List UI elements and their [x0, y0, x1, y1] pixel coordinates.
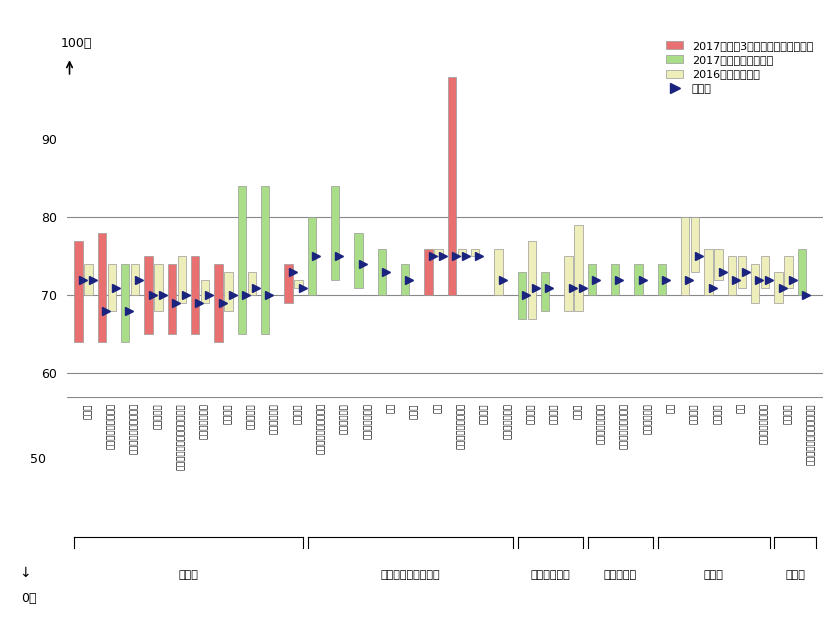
Text: サービスステーション: サービスステーション [317, 403, 326, 454]
Text: コンビニエンスストア: コンビニエンスストア [130, 403, 139, 454]
Bar [155, 264, 163, 311]
Bar [774, 272, 783, 303]
Legend: 2017年度第3回（今回）発表の業種, 2017年度調査済の業種, 2016年度調査結果, 中央値: 2017年度第3回（今回）発表の業種, 2017年度調査済の業種, 2016年度… [662, 36, 817, 98]
Text: ビジネスホテル: ビジネスホテル [364, 403, 372, 439]
Text: 国内長距離交通: 国内長距離交通 [503, 403, 512, 439]
Text: 銀行（借入・貯蓄・投賄）: 銀行（借入・貯蓄・投賄） [807, 403, 816, 465]
Text: スーパーマーケット: スーパーマーケット [107, 403, 116, 449]
Text: 旅行: 旅行 [433, 403, 443, 413]
Bar [434, 249, 443, 256]
Bar [168, 264, 176, 335]
Text: 衣料品店: 衣料品店 [223, 403, 233, 424]
Bar [307, 217, 316, 295]
Bar [691, 217, 699, 272]
Bar [224, 272, 233, 311]
Text: 生命保険: 生命保険 [690, 403, 699, 424]
Bar [528, 241, 536, 319]
Bar [738, 256, 746, 288]
Bar [108, 264, 116, 311]
Text: 近郊鉄道: 近郊鉄道 [527, 403, 536, 424]
Text: クレジットカード: クレジットカード [760, 403, 769, 444]
Bar [285, 264, 292, 303]
Bar [658, 264, 666, 295]
Bar [634, 264, 643, 295]
Bar [295, 280, 302, 288]
Bar [238, 186, 246, 335]
Text: 証券: 証券 [737, 403, 746, 413]
Bar [424, 249, 433, 295]
Bar [97, 233, 106, 342]
Bar [588, 264, 596, 295]
Text: 生活用品店・ホームセンター: 生活用品店・ホームセンター [177, 403, 186, 470]
Bar [471, 249, 480, 256]
Bar [715, 249, 722, 280]
Bar [402, 264, 409, 295]
Bar [75, 241, 82, 342]
Text: その他: その他 [785, 570, 805, 580]
Text: 事務機器: 事務機器 [784, 403, 792, 424]
Text: カフェ: カフェ [410, 403, 419, 418]
Text: 100点: 100点 [60, 37, 92, 50]
Text: 飲食: 飲食 [387, 403, 396, 413]
Bar [751, 264, 759, 303]
Bar [214, 264, 223, 342]
Bar [761, 256, 769, 288]
Bar [458, 249, 466, 256]
Bar [121, 264, 129, 342]
Bar [201, 280, 209, 303]
Bar [261, 186, 270, 335]
Bar [541, 272, 549, 311]
Text: 通信販売: 通信販売 [293, 403, 302, 424]
Text: 百貨店: 百貨店 [83, 403, 92, 418]
Bar [727, 256, 736, 295]
Bar [85, 264, 92, 295]
Text: 生活支援系: 生活支援系 [604, 570, 637, 580]
Text: 家電量販店: 家電量販店 [154, 403, 162, 429]
Text: 小売系: 小売系 [179, 570, 198, 580]
Text: エンタテインメント: エンタテインメント [457, 403, 466, 449]
Text: 損害保険: 損害保険 [713, 403, 722, 424]
Text: 宅配便: 宅配便 [574, 403, 582, 418]
Text: 銀行: 銀行 [667, 403, 676, 413]
Bar [131, 264, 139, 295]
Bar [564, 256, 573, 311]
Text: 名种専門店: 名种専門店 [247, 403, 256, 429]
Text: フィットネスクラブ: フィットネスクラブ [620, 403, 629, 449]
Text: シティホテル: シティホテル [340, 403, 349, 434]
Bar [178, 256, 186, 303]
Bar [798, 249, 806, 295]
Bar [785, 256, 793, 288]
Text: 0点: 0点 [21, 592, 36, 605]
Bar [517, 272, 526, 319]
Text: 生活関連サービス: 生活関連サービス [597, 403, 606, 444]
Bar [611, 264, 619, 295]
Text: 国際航空: 国際航空 [480, 403, 489, 424]
Text: 自動車販売店: 自動車販売店 [270, 403, 279, 434]
Text: ドラッグストア: ドラッグストア [200, 403, 209, 439]
Text: 金融系: 金融系 [704, 570, 723, 580]
Bar [354, 233, 363, 288]
Bar [144, 256, 153, 335]
Bar [248, 272, 256, 295]
Text: 観光・飲食・交通系: 観光・飲食・交通系 [381, 570, 440, 580]
Text: 教育サービス: 教育サービス [643, 403, 653, 434]
Bar [448, 77, 456, 295]
Bar [705, 249, 712, 295]
Bar [192, 256, 199, 335]
Bar [378, 249, 386, 295]
Bar [331, 186, 339, 280]
Bar [495, 249, 502, 295]
Text: 携帯電話: 携帯電話 [550, 403, 559, 424]
Bar [575, 225, 583, 311]
Text: 50: 50 [30, 454, 46, 466]
Text: ↓: ↓ [19, 566, 31, 580]
Text: 通信・物流系: 通信・物流系 [530, 570, 570, 580]
Bar [681, 217, 690, 295]
